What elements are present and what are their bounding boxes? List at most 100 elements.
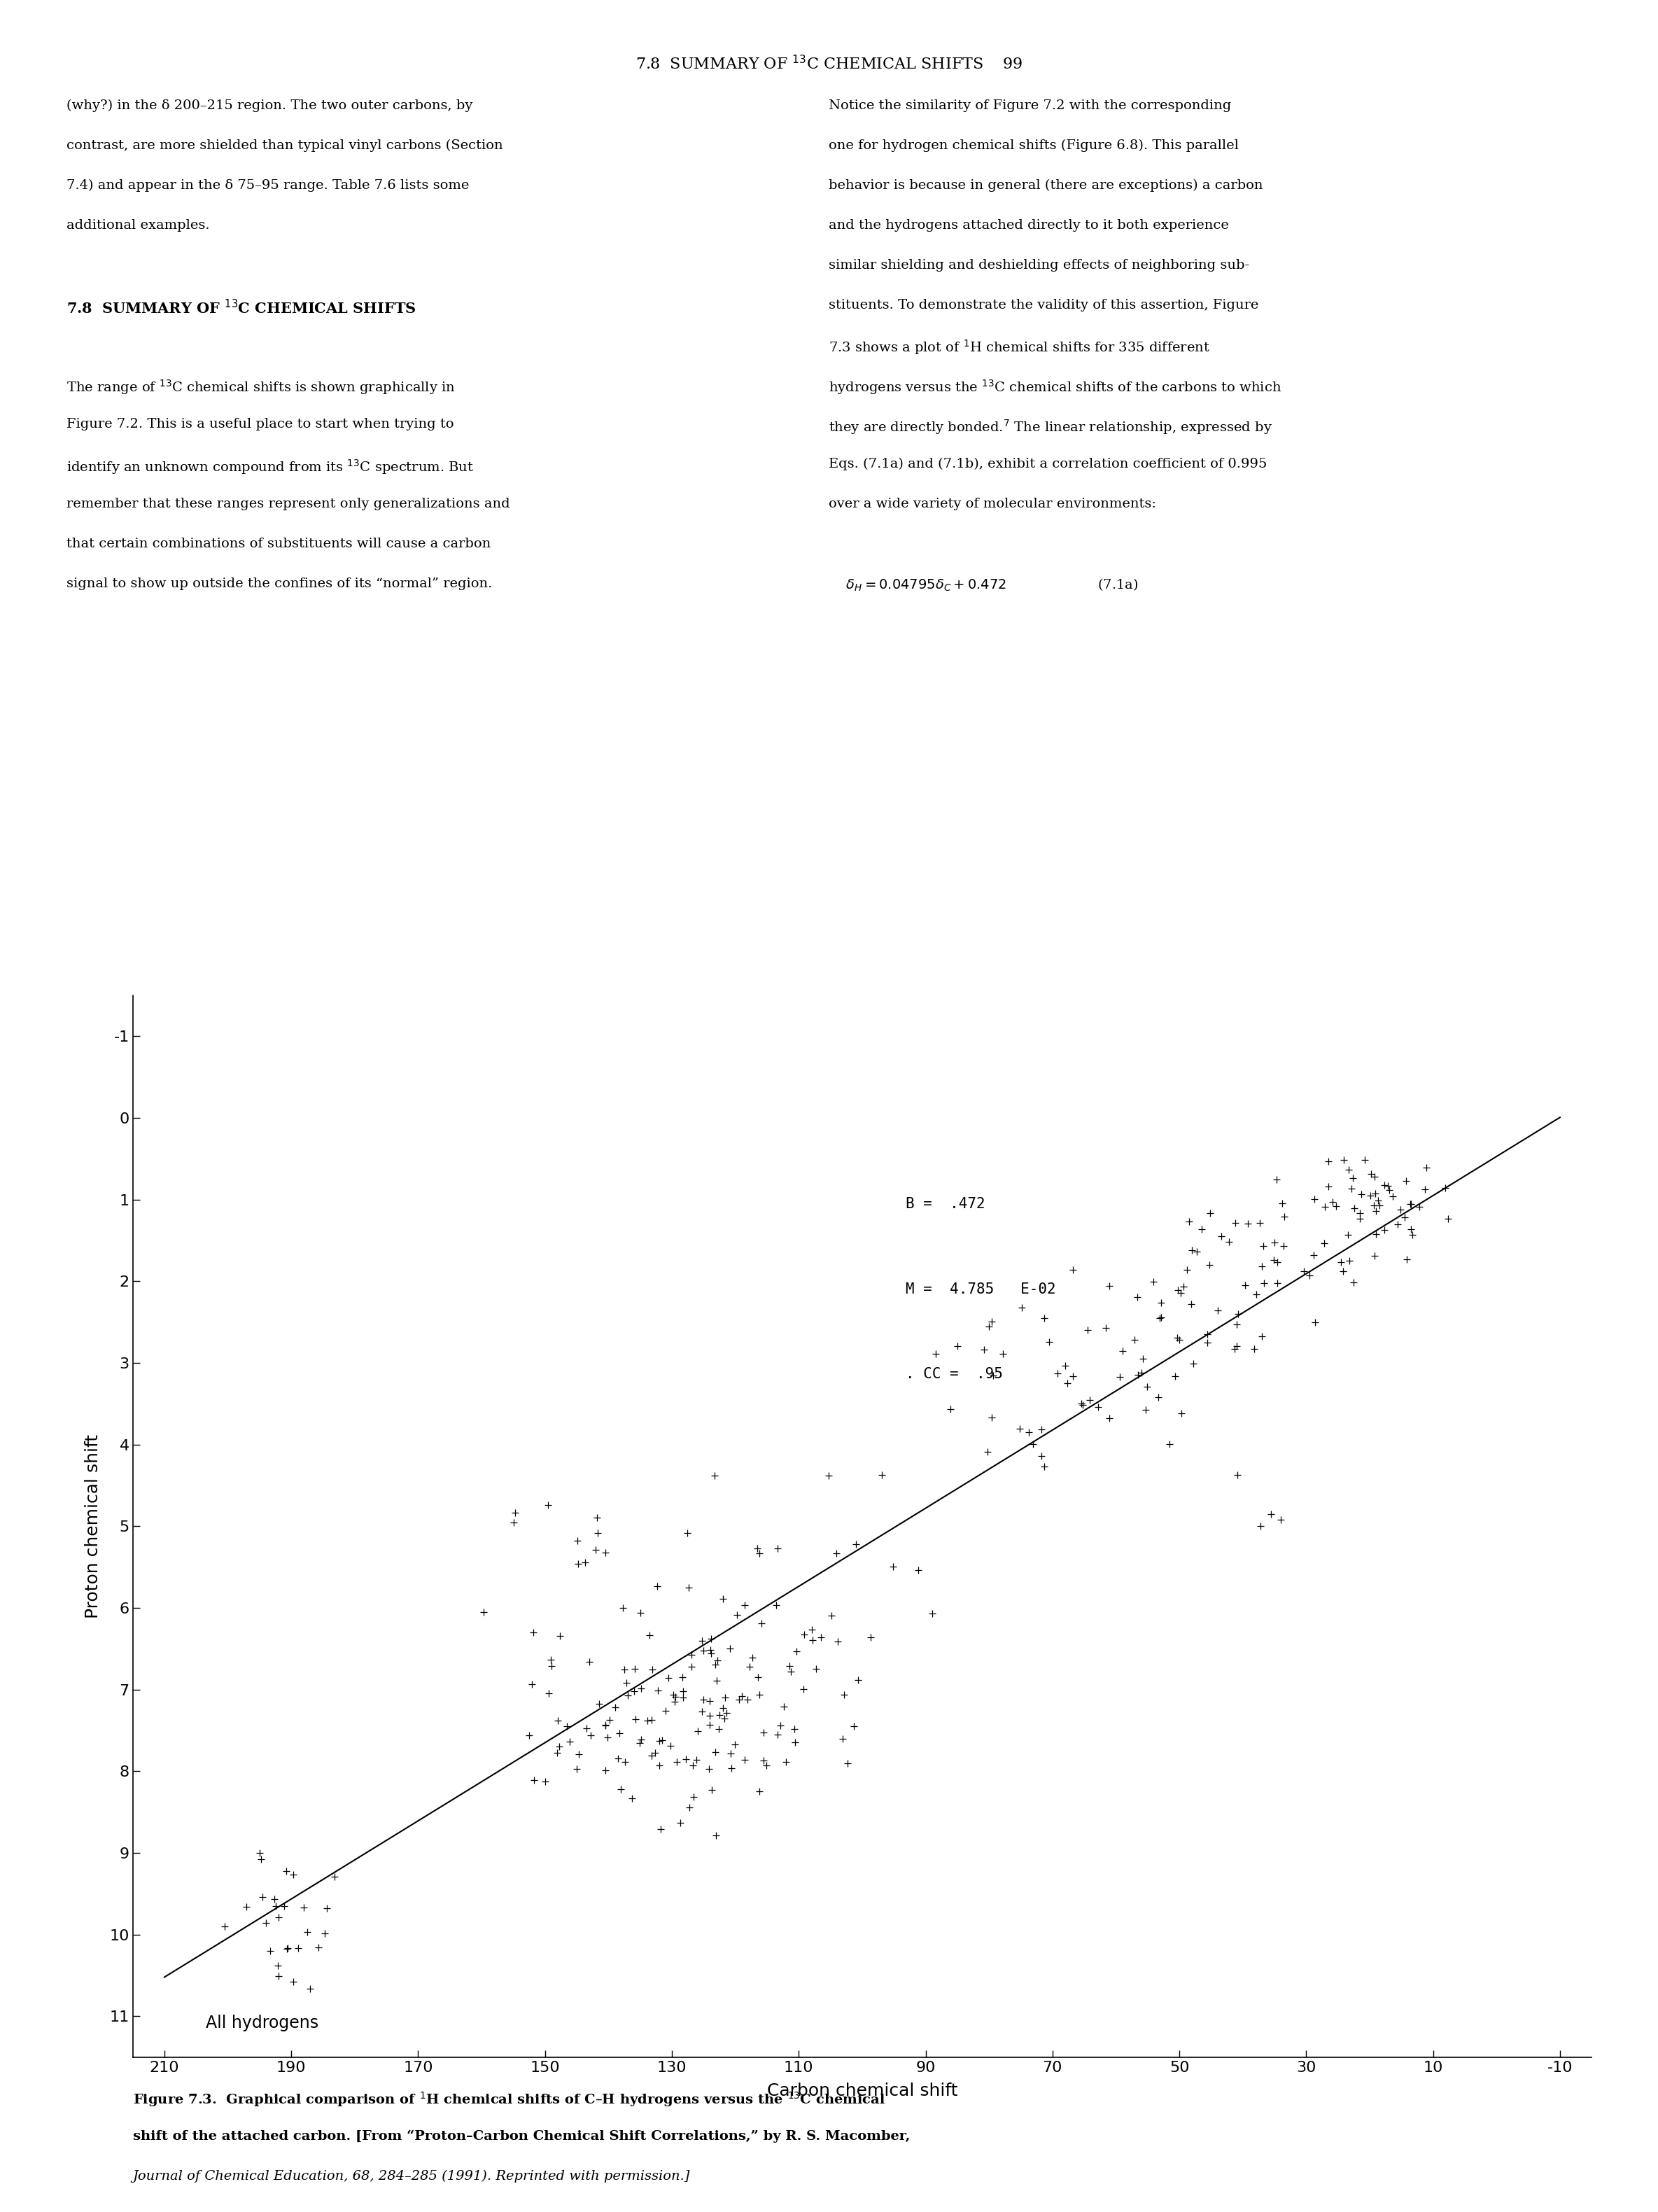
Point xyxy=(501,1504,527,1540)
Point xyxy=(1348,1177,1374,1212)
Point xyxy=(1406,1190,1433,1225)
Text: shift of the attached carbon. [From “Proton–Carbon Chemical Shift Correlations,”: shift of the attached carbon. [From “Pro… xyxy=(133,2130,910,2143)
Point xyxy=(274,1854,300,1889)
Point xyxy=(645,1747,671,1783)
Point xyxy=(718,1750,744,1785)
Point xyxy=(575,1644,602,1679)
Point xyxy=(701,1458,728,1493)
Point xyxy=(1361,1159,1388,1194)
Point xyxy=(628,1670,655,1705)
Point xyxy=(592,1535,618,1571)
Point xyxy=(1028,1438,1054,1473)
Point xyxy=(710,1690,736,1725)
Point xyxy=(539,1648,565,1683)
Point xyxy=(1260,1243,1287,1279)
Point xyxy=(1311,1190,1338,1225)
Point xyxy=(637,1617,663,1652)
Text: All hydrogens: All hydrogens xyxy=(206,2015,318,2031)
Point xyxy=(680,1778,706,1814)
Point xyxy=(1016,1413,1043,1449)
Point xyxy=(615,1677,642,1712)
Point xyxy=(721,1728,748,1763)
Point xyxy=(1222,1206,1248,1241)
Point xyxy=(731,1743,758,1778)
Text: B =  .472: B = .472 xyxy=(905,1197,985,1212)
Text: Figure 7.2. This is a useful place to start when trying to: Figure 7.2. This is a useful place to st… xyxy=(66,418,454,431)
Point xyxy=(773,1743,799,1778)
Point xyxy=(1398,1186,1424,1221)
Point xyxy=(612,1743,638,1778)
Point xyxy=(990,1336,1016,1371)
Point xyxy=(776,1648,802,1683)
Point xyxy=(1189,1212,1215,1248)
Point xyxy=(1205,1292,1232,1327)
Point xyxy=(1106,1360,1132,1396)
Point xyxy=(572,1544,599,1579)
Point xyxy=(1247,1509,1273,1544)
Point xyxy=(807,1619,834,1655)
Text: . CC =  .95: . CC = .95 xyxy=(905,1367,1003,1380)
Point xyxy=(1164,1321,1190,1356)
Point xyxy=(585,1686,612,1721)
Point xyxy=(1234,1206,1260,1241)
Point xyxy=(1340,1265,1366,1301)
Point xyxy=(1171,1270,1197,1305)
Point xyxy=(280,1964,307,2000)
Point xyxy=(471,1595,497,1630)
Point xyxy=(713,1694,739,1730)
Text: M =  4.785   E-02: M = 4.785 E-02 xyxy=(905,1283,1056,1296)
Point xyxy=(1156,1427,1182,1462)
Point xyxy=(275,1931,302,1966)
Point xyxy=(1413,1150,1439,1186)
Point xyxy=(1379,1179,1406,1214)
X-axis label: Carbon chemical shift: Carbon chemical shift xyxy=(766,2081,958,2099)
Point xyxy=(685,1714,711,1750)
Point xyxy=(1194,1316,1220,1352)
Point xyxy=(1351,1141,1378,1177)
Point xyxy=(696,1697,723,1732)
Point xyxy=(1335,1217,1361,1252)
Point xyxy=(1244,1276,1270,1312)
Point xyxy=(670,1681,696,1717)
Point xyxy=(1232,1267,1258,1303)
Point xyxy=(690,1681,716,1717)
Point xyxy=(584,1500,610,1535)
Point xyxy=(703,1663,730,1699)
Point xyxy=(1129,1354,1156,1389)
Point xyxy=(1335,1152,1361,1188)
Point xyxy=(602,1690,628,1725)
Point xyxy=(736,1648,763,1683)
Point xyxy=(1129,1340,1156,1376)
Point xyxy=(1341,1190,1368,1225)
Point xyxy=(547,1619,574,1655)
Point xyxy=(265,1958,292,1993)
Point xyxy=(605,1717,632,1752)
Point xyxy=(1263,1265,1290,1301)
Point xyxy=(1257,1498,1283,1533)
Point xyxy=(1059,1252,1086,1287)
Text: over a wide variety of molecular environments:: over a wide variety of molecular environ… xyxy=(829,498,1156,511)
Point xyxy=(1297,1259,1323,1294)
Point xyxy=(582,1533,608,1568)
Point xyxy=(678,1637,705,1672)
Point xyxy=(521,1763,547,1798)
Point xyxy=(1179,1232,1205,1267)
Point xyxy=(655,1661,681,1697)
Point xyxy=(638,1739,665,1774)
Point xyxy=(771,1690,797,1725)
Point xyxy=(673,1741,700,1776)
Point xyxy=(537,1641,564,1677)
Point xyxy=(1346,1197,1373,1232)
Point xyxy=(1031,1449,1058,1484)
Point xyxy=(1036,1325,1063,1360)
Point xyxy=(597,1703,623,1739)
Point xyxy=(594,1719,620,1754)
Point xyxy=(647,1812,673,1847)
Point xyxy=(1388,1192,1414,1228)
Point xyxy=(628,1721,655,1756)
Point xyxy=(1141,1263,1167,1298)
Point xyxy=(642,1736,668,1772)
Point xyxy=(676,1790,703,1825)
Point xyxy=(734,1681,761,1717)
Point xyxy=(584,1515,610,1551)
